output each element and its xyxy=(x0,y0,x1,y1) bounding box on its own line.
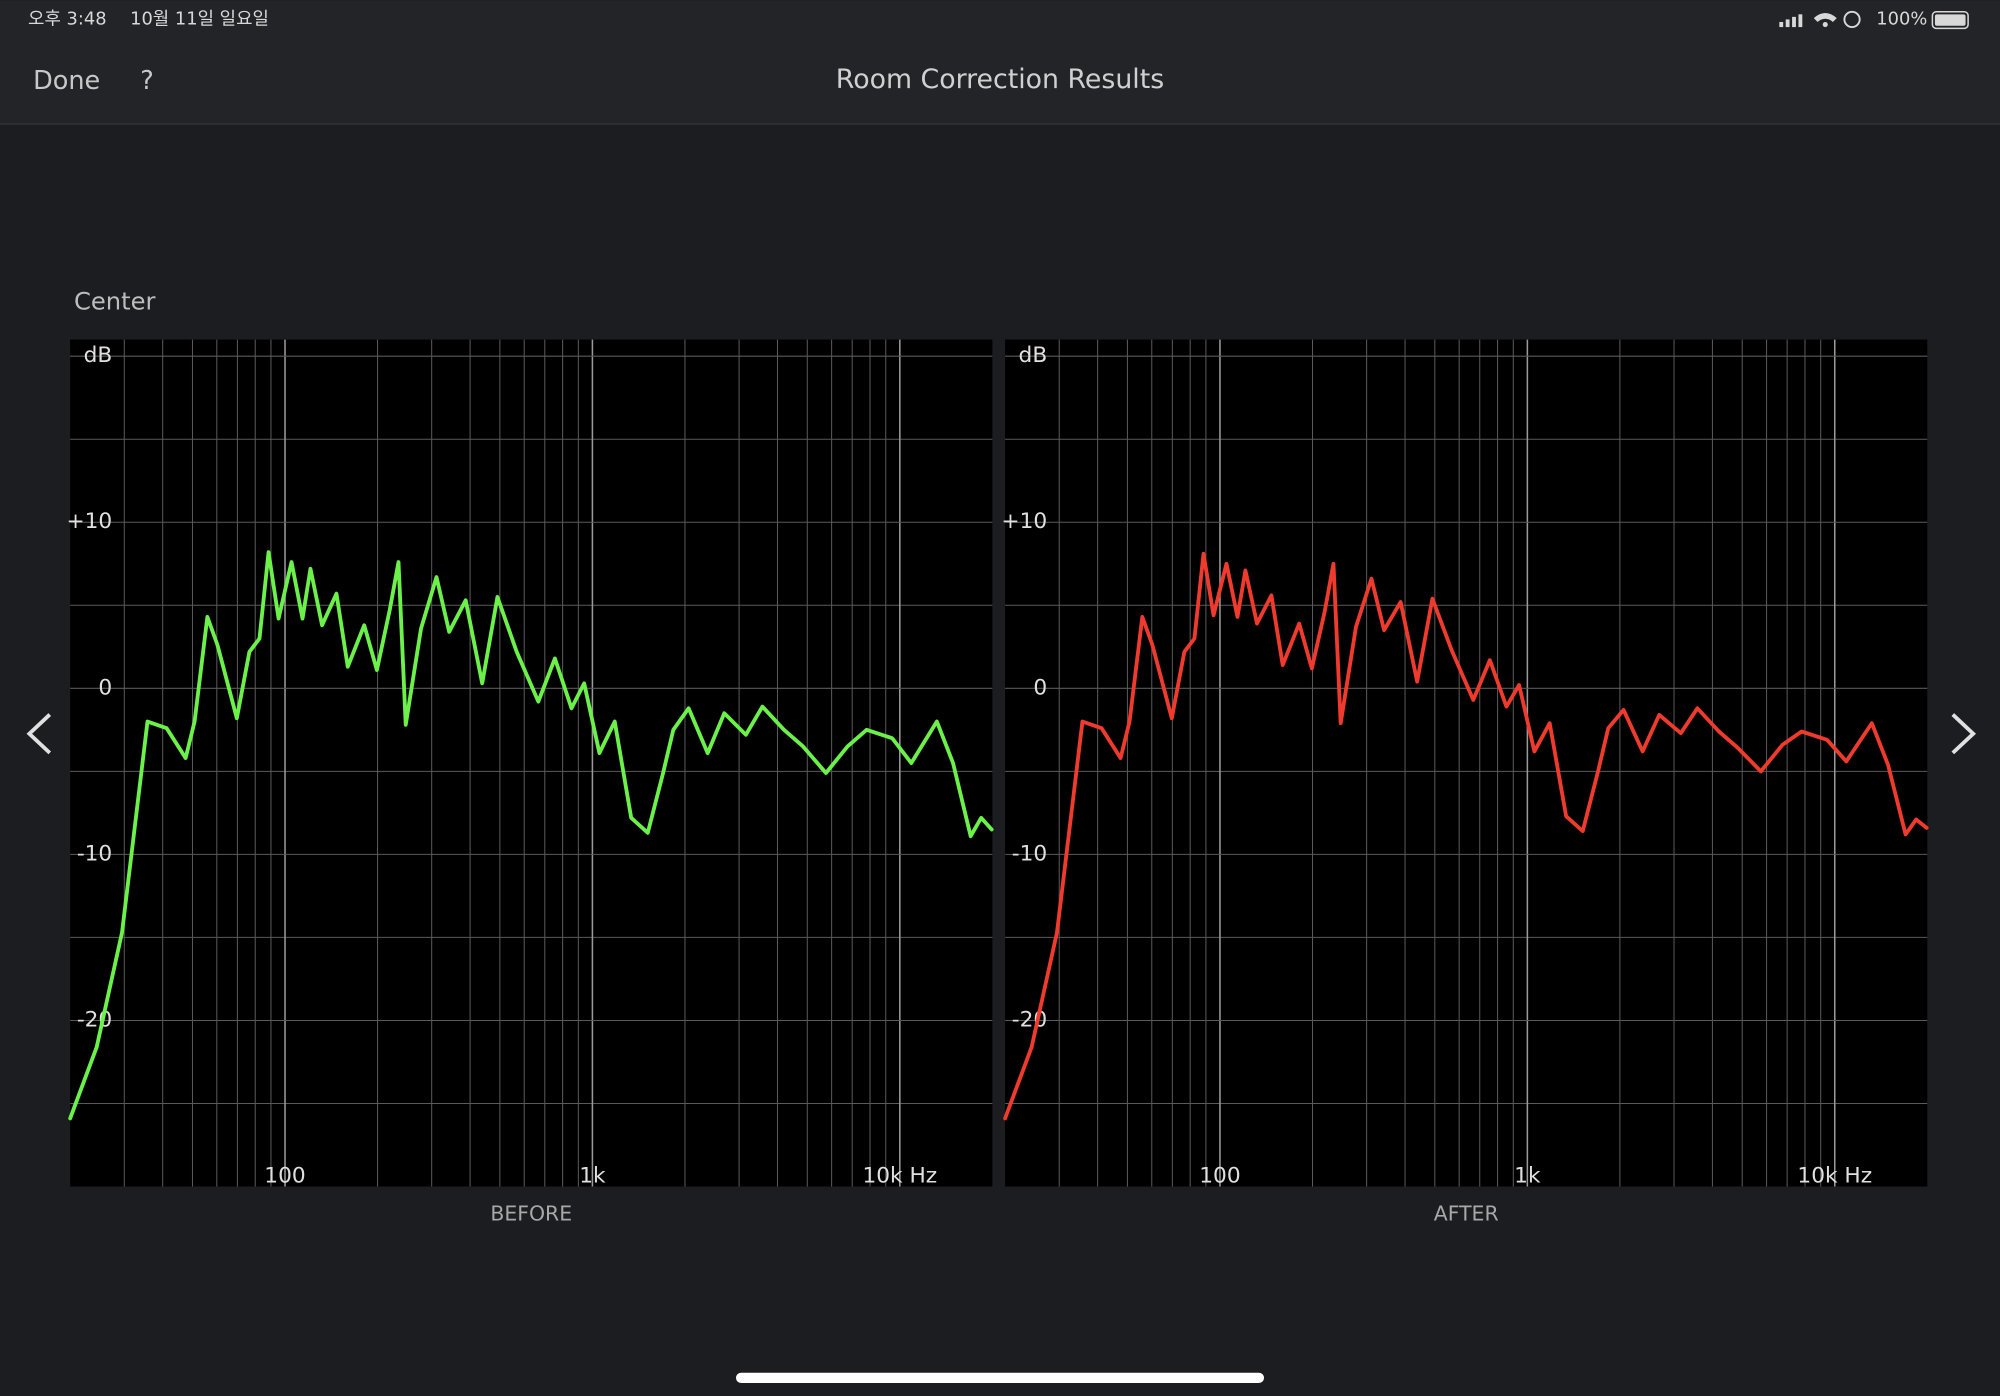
next-chevron[interactable] xyxy=(1951,713,1977,755)
plot-area xyxy=(70,339,993,1187)
x-tick-label: 10k Hz xyxy=(862,1163,937,1188)
y-tick-label: -10 xyxy=(1012,841,1047,866)
plot-area xyxy=(1005,339,1928,1187)
y-tick-label: dB xyxy=(84,343,113,368)
battery-fill xyxy=(1934,14,1966,26)
home-indicator xyxy=(735,1372,1265,1383)
y-tick-label: +10 xyxy=(1001,509,1047,534)
y-tick-label: -20 xyxy=(77,1007,112,1032)
x-tick-label: 1k xyxy=(579,1163,606,1188)
y-tick-label: dB xyxy=(1019,343,1048,368)
y-tick-label: +10 xyxy=(66,509,112,534)
status-battery: 100% xyxy=(1876,8,1927,29)
response-curve xyxy=(68,550,994,1121)
x-tick-label: 100 xyxy=(264,1163,305,1188)
chart-label: AFTER xyxy=(1434,1202,1499,1226)
response-curve xyxy=(1003,551,1929,1121)
x-tick-label: 100 xyxy=(1199,1163,1240,1188)
status-date: 10월 11일 일요일 xyxy=(130,8,269,29)
battery-icon xyxy=(1931,11,1969,30)
x-tick-label: 10k Hz xyxy=(1797,1163,1872,1188)
status-time: 오후 3:48 xyxy=(28,8,107,29)
section-label: Center xyxy=(74,288,156,316)
prev-chevron[interactable] xyxy=(26,713,52,755)
done-button[interactable]: Done xyxy=(33,66,100,96)
nav-bar xyxy=(0,0,2000,125)
help-button[interactable]: ? xyxy=(140,66,154,96)
chart-label: BEFORE xyxy=(490,1202,572,1226)
x-tick-label: 1k xyxy=(1514,1163,1541,1188)
y-tick-label: 0 xyxy=(1033,675,1047,700)
status-icons xyxy=(1779,10,1861,29)
y-tick-label: -10 xyxy=(77,841,112,866)
nav-title: Room Correction Results xyxy=(836,64,1164,95)
y-tick-label: 0 xyxy=(98,675,112,700)
y-tick-label: -20 xyxy=(1012,1007,1047,1032)
